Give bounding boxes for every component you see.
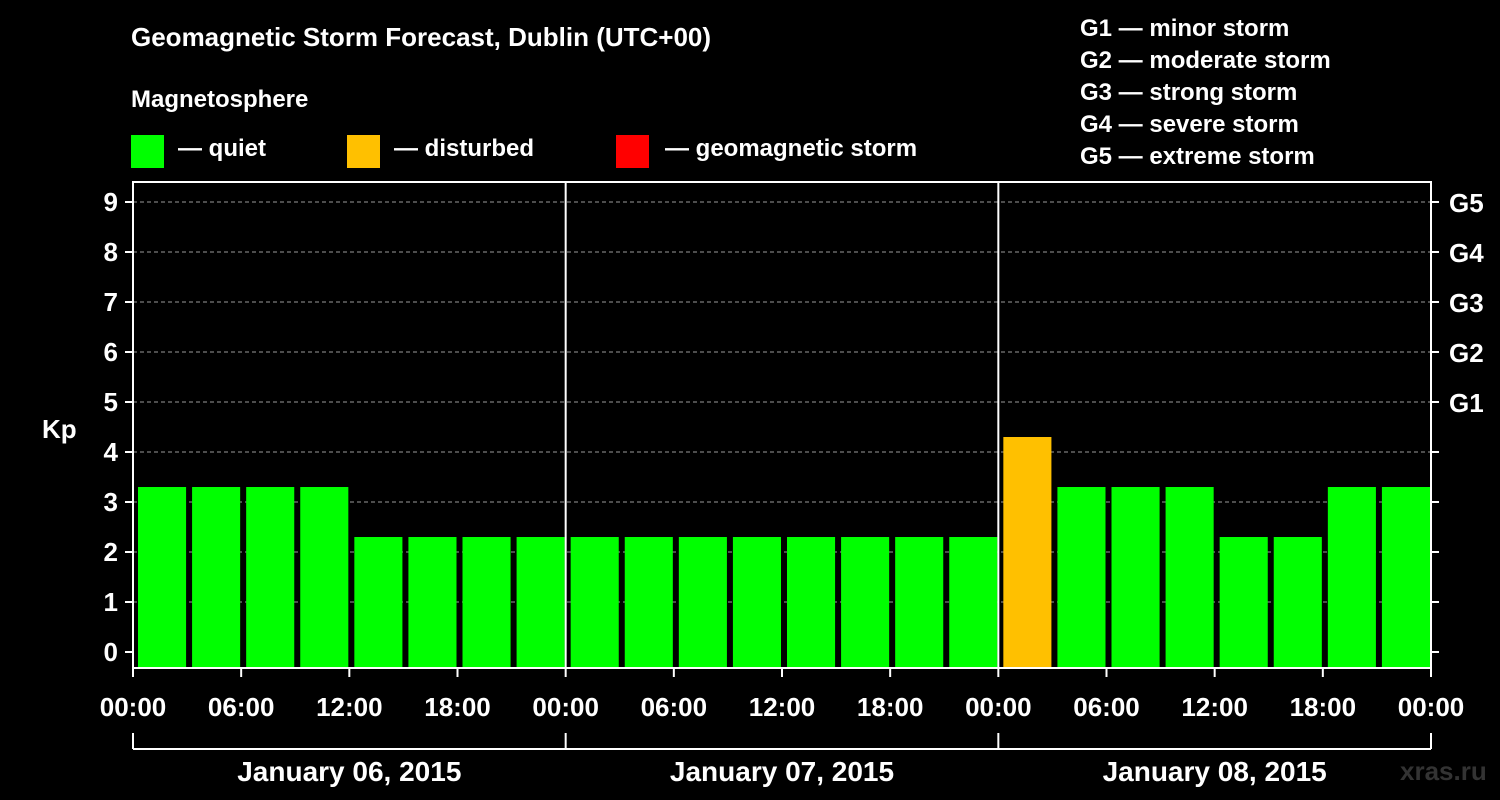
storm-label: — geomagnetic storm	[665, 135, 918, 162]
kp-bar	[354, 537, 403, 668]
y-tick-label: 4	[104, 437, 119, 467]
y-tick-label: 2	[104, 537, 118, 567]
watermark: xras.ru	[1400, 756, 1487, 786]
disturbed-swatch	[347, 135, 380, 168]
x-tick-label: 06:00	[641, 692, 708, 722]
kp-bar	[570, 537, 619, 668]
g1-legend: G1 — minor storm	[1080, 15, 1290, 42]
day-label: January 08, 2015	[1103, 756, 1327, 787]
x-tick-label: 00:00	[1398, 692, 1465, 722]
kp-bar	[895, 537, 944, 668]
y-tick-label: 5	[104, 387, 118, 417]
g-scale-label: G5	[1449, 188, 1484, 218]
g-scale-label: G4	[1449, 238, 1484, 268]
kp-bar	[1057, 487, 1106, 668]
x-tick-label: 00:00	[965, 692, 1032, 722]
g4-legend: G4 — severe storm	[1080, 111, 1299, 138]
kp-bar	[732, 537, 781, 668]
quiet-label: — quiet	[178, 135, 266, 162]
x-tick-label: 00:00	[532, 692, 599, 722]
x-tick-label: 00:00	[100, 692, 167, 722]
kp-bar	[1327, 487, 1376, 668]
kp-bar	[678, 537, 727, 668]
x-tick-label: 18:00	[1290, 692, 1357, 722]
disturbed-label: — disturbed	[394, 135, 535, 162]
y-tick-label: 0	[104, 637, 118, 667]
kp-bar	[1111, 487, 1160, 668]
kp-bar	[300, 487, 349, 668]
x-tick-label: 12:00	[749, 692, 816, 722]
kp-bar	[841, 537, 890, 668]
kp-bar	[192, 487, 241, 668]
y-tick-label: 3	[104, 487, 118, 517]
kp-bar	[1219, 537, 1268, 668]
g3-legend: G3 — strong storm	[1080, 79, 1298, 106]
x-tick-label: 12:00	[316, 692, 383, 722]
kp-bar	[1273, 537, 1322, 668]
kp-bar	[462, 537, 511, 668]
y-tick-label: 1	[104, 587, 118, 617]
y-tick-label: 6	[104, 337, 118, 367]
y-axis-label: Kp	[42, 414, 77, 444]
kp-bar	[1381, 487, 1430, 668]
g2-legend: G2 — moderate storm	[1080, 47, 1331, 74]
y-tick-label: 7	[104, 287, 118, 317]
storm-swatch	[616, 135, 649, 168]
y-tick-label: 8	[104, 237, 118, 267]
x-tick-label: 06:00	[1073, 692, 1140, 722]
magnetosphere-heading: Magnetosphere	[131, 86, 309, 113]
day-label: January 06, 2015	[237, 756, 461, 787]
g-scale-label: G1	[1449, 388, 1484, 418]
kp-bar	[1165, 487, 1214, 668]
g-scale-label: G3	[1449, 288, 1484, 318]
x-tick-label: 18:00	[424, 692, 491, 722]
kp-bar	[787, 537, 836, 668]
kp-bar	[138, 487, 187, 668]
x-tick-label: 12:00	[1181, 692, 1248, 722]
x-tick-label: 18:00	[857, 692, 924, 722]
kp-bar	[624, 537, 673, 668]
g5-legend: G5 — extreme storm	[1080, 143, 1315, 170]
quiet-swatch	[131, 135, 164, 168]
day-label: January 07, 2015	[670, 756, 894, 787]
kp-bar	[246, 487, 295, 668]
g-scale-label: G2	[1449, 338, 1484, 368]
kp-bar	[516, 537, 565, 668]
chart-title: Geomagnetic Storm Forecast, Dublin (UTC+…	[131, 22, 712, 52]
kp-bar	[1003, 437, 1052, 668]
kp-bar	[408, 537, 457, 668]
kp-bar	[949, 537, 998, 668]
x-tick-label: 06:00	[208, 692, 275, 722]
y-tick-label: 9	[104, 187, 118, 217]
